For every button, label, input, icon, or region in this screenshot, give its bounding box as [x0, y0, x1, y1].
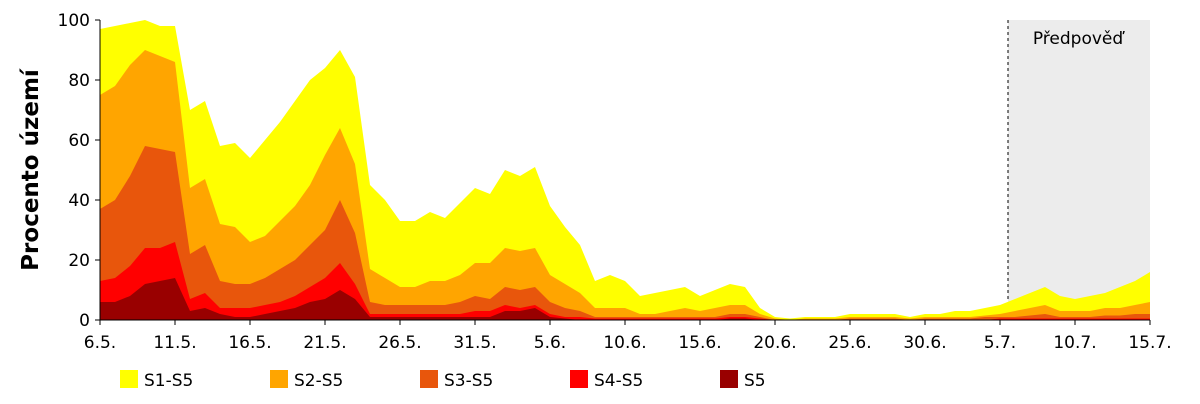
x-tick-label: 31.5.: [453, 333, 496, 353]
forecast-label: Předpověď: [1033, 29, 1126, 49]
x-tick-label: 20.6.: [753, 333, 796, 353]
legend-swatch: [720, 370, 738, 388]
area: [100, 146, 1150, 320]
y-tick-label: 40: [68, 191, 90, 211]
area: [100, 50, 1150, 320]
x-tick-label: 15.6.: [678, 333, 721, 353]
plot-area: [100, 20, 1150, 320]
x-tick-label: 15.7.: [1128, 333, 1171, 353]
y-tick-label: 100: [58, 11, 90, 31]
x-tick-label: 10.6.: [603, 333, 646, 353]
area: [100, 242, 1150, 320]
legend-label: S3-S5: [444, 371, 493, 391]
x-tick-label: 5.7.: [984, 333, 1016, 353]
x-tick-label: 16.5.: [228, 333, 271, 353]
x-tick-label: 10.7.: [1053, 333, 1096, 353]
y-tick-label: 0: [79, 311, 90, 331]
legend-label: S1-S5: [144, 371, 193, 391]
x-tick-label: 26.5.: [378, 333, 421, 353]
y-tick-label: 20: [68, 251, 90, 271]
forecast-region: [1008, 20, 1150, 320]
x-tick-label: 5.6.: [534, 333, 566, 353]
area: [100, 278, 1150, 320]
legend-swatch: [270, 370, 288, 388]
y-tick-label: 80: [68, 71, 90, 91]
legend-swatch: [570, 370, 588, 388]
x-tick-label: 30.6.: [903, 333, 946, 353]
x-tick-label: 25.6.: [828, 333, 871, 353]
legend-swatch: [120, 370, 138, 388]
y-axis-title: Procento území: [18, 68, 44, 271]
x-tick-label: 21.5.: [303, 333, 346, 353]
y-tick-label: 60: [68, 131, 90, 151]
x-tick-label: 11.5.: [153, 333, 196, 353]
legend-label: S4-S5: [594, 371, 643, 391]
legend-label: S5: [744, 371, 766, 391]
x-tick-label: 6.5.: [84, 333, 116, 353]
legend-swatch: [420, 370, 438, 388]
legend-label: S2-S5: [294, 371, 343, 391]
